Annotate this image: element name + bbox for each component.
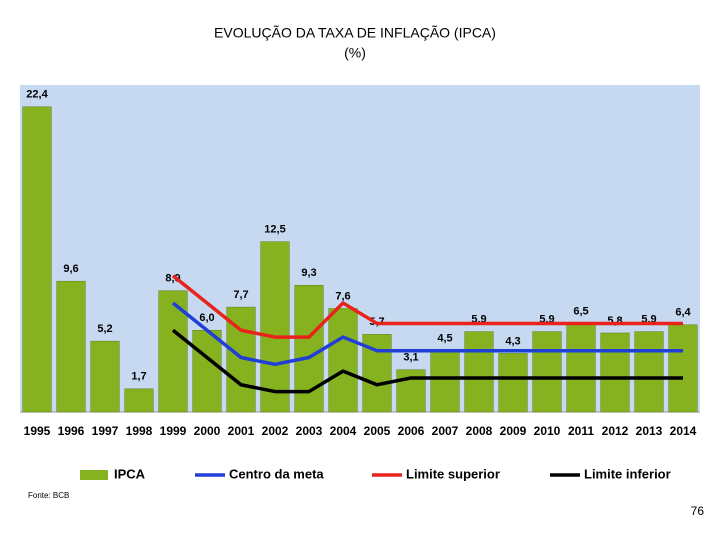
data-label: 4,5 bbox=[437, 333, 452, 345]
data-label: 4,3 bbox=[505, 335, 520, 347]
bar bbox=[634, 331, 664, 413]
bar bbox=[56, 280, 86, 413]
data-label: 6,4 bbox=[675, 307, 691, 319]
page-number: 76 bbox=[691, 504, 705, 518]
x-tick-label: 2010 bbox=[534, 424, 561, 438]
x-tick-label: 2007 bbox=[432, 424, 459, 438]
bar bbox=[464, 331, 494, 413]
data-label: 8,9 bbox=[165, 273, 180, 285]
source: Fonte: BCB bbox=[28, 491, 69, 500]
x-tick-label: 2011 bbox=[568, 424, 594, 438]
bar bbox=[498, 353, 528, 413]
x-tick-label: 1998 bbox=[126, 424, 153, 438]
bar bbox=[600, 332, 630, 413]
x-tick-label: 2001 bbox=[228, 424, 255, 438]
bar bbox=[566, 323, 596, 413]
data-label: 6,5 bbox=[573, 305, 588, 317]
bar bbox=[124, 388, 154, 413]
x-tick-label: 2006 bbox=[398, 424, 425, 438]
x-tick-label: 2005 bbox=[364, 424, 391, 438]
data-label: 12,5 bbox=[264, 224, 285, 236]
line bbox=[171, 328, 683, 394]
bar bbox=[532, 331, 562, 413]
data-label: 22,4 bbox=[26, 89, 48, 101]
data-label: 9,3 bbox=[301, 267, 316, 279]
bar bbox=[192, 330, 222, 413]
x-tick-label: 2002 bbox=[262, 424, 289, 438]
x-tick-label: 2004 bbox=[330, 424, 357, 438]
chart-subtitle: (%) bbox=[344, 45, 366, 61]
bar bbox=[22, 106, 52, 413]
legend-label: IPCA bbox=[114, 466, 146, 481]
x-tick-label: 2012 bbox=[602, 424, 629, 438]
bar bbox=[396, 369, 426, 413]
x-tick-label: 1999 bbox=[160, 424, 187, 438]
line bbox=[171, 274, 683, 339]
x-tick-label: 1995 bbox=[24, 424, 51, 438]
x-tick-label: 2000 bbox=[194, 424, 221, 438]
bar bbox=[328, 308, 358, 413]
x-tick-label: 2009 bbox=[500, 424, 527, 438]
x-tick-label: 1996 bbox=[58, 424, 85, 438]
legend-label: Centro da meta bbox=[229, 466, 324, 481]
data-label: 5,2 bbox=[97, 323, 112, 335]
data-label: 1,7 bbox=[131, 371, 146, 383]
x-tick-label: 2013 bbox=[636, 424, 663, 438]
legend-label: Limite inferior bbox=[584, 466, 671, 481]
data-label: 7,7 bbox=[233, 289, 248, 301]
data-label: 9,6 bbox=[63, 263, 78, 275]
legend-label: Limite superior bbox=[406, 466, 500, 481]
plot-area bbox=[20, 85, 700, 412]
data-label: 7,6 bbox=[335, 290, 350, 302]
line bbox=[171, 301, 683, 367]
bar bbox=[260, 241, 290, 413]
x-tick-label: 2008 bbox=[466, 424, 493, 438]
x-tick-label: 1997 bbox=[92, 424, 119, 438]
data-label: 3,1 bbox=[403, 352, 418, 364]
bar bbox=[430, 350, 460, 413]
bar bbox=[668, 324, 698, 413]
x-tick-label: 2014 bbox=[670, 424, 697, 438]
legend-swatch bbox=[80, 470, 108, 480]
x-tick-label: 2003 bbox=[296, 424, 323, 438]
data-label: 6,0 bbox=[199, 312, 214, 324]
chart-title: EVOLUÇÃO DA TAXA DE INFLAÇÃO (IPCA) bbox=[214, 25, 496, 41]
bar bbox=[90, 340, 120, 413]
